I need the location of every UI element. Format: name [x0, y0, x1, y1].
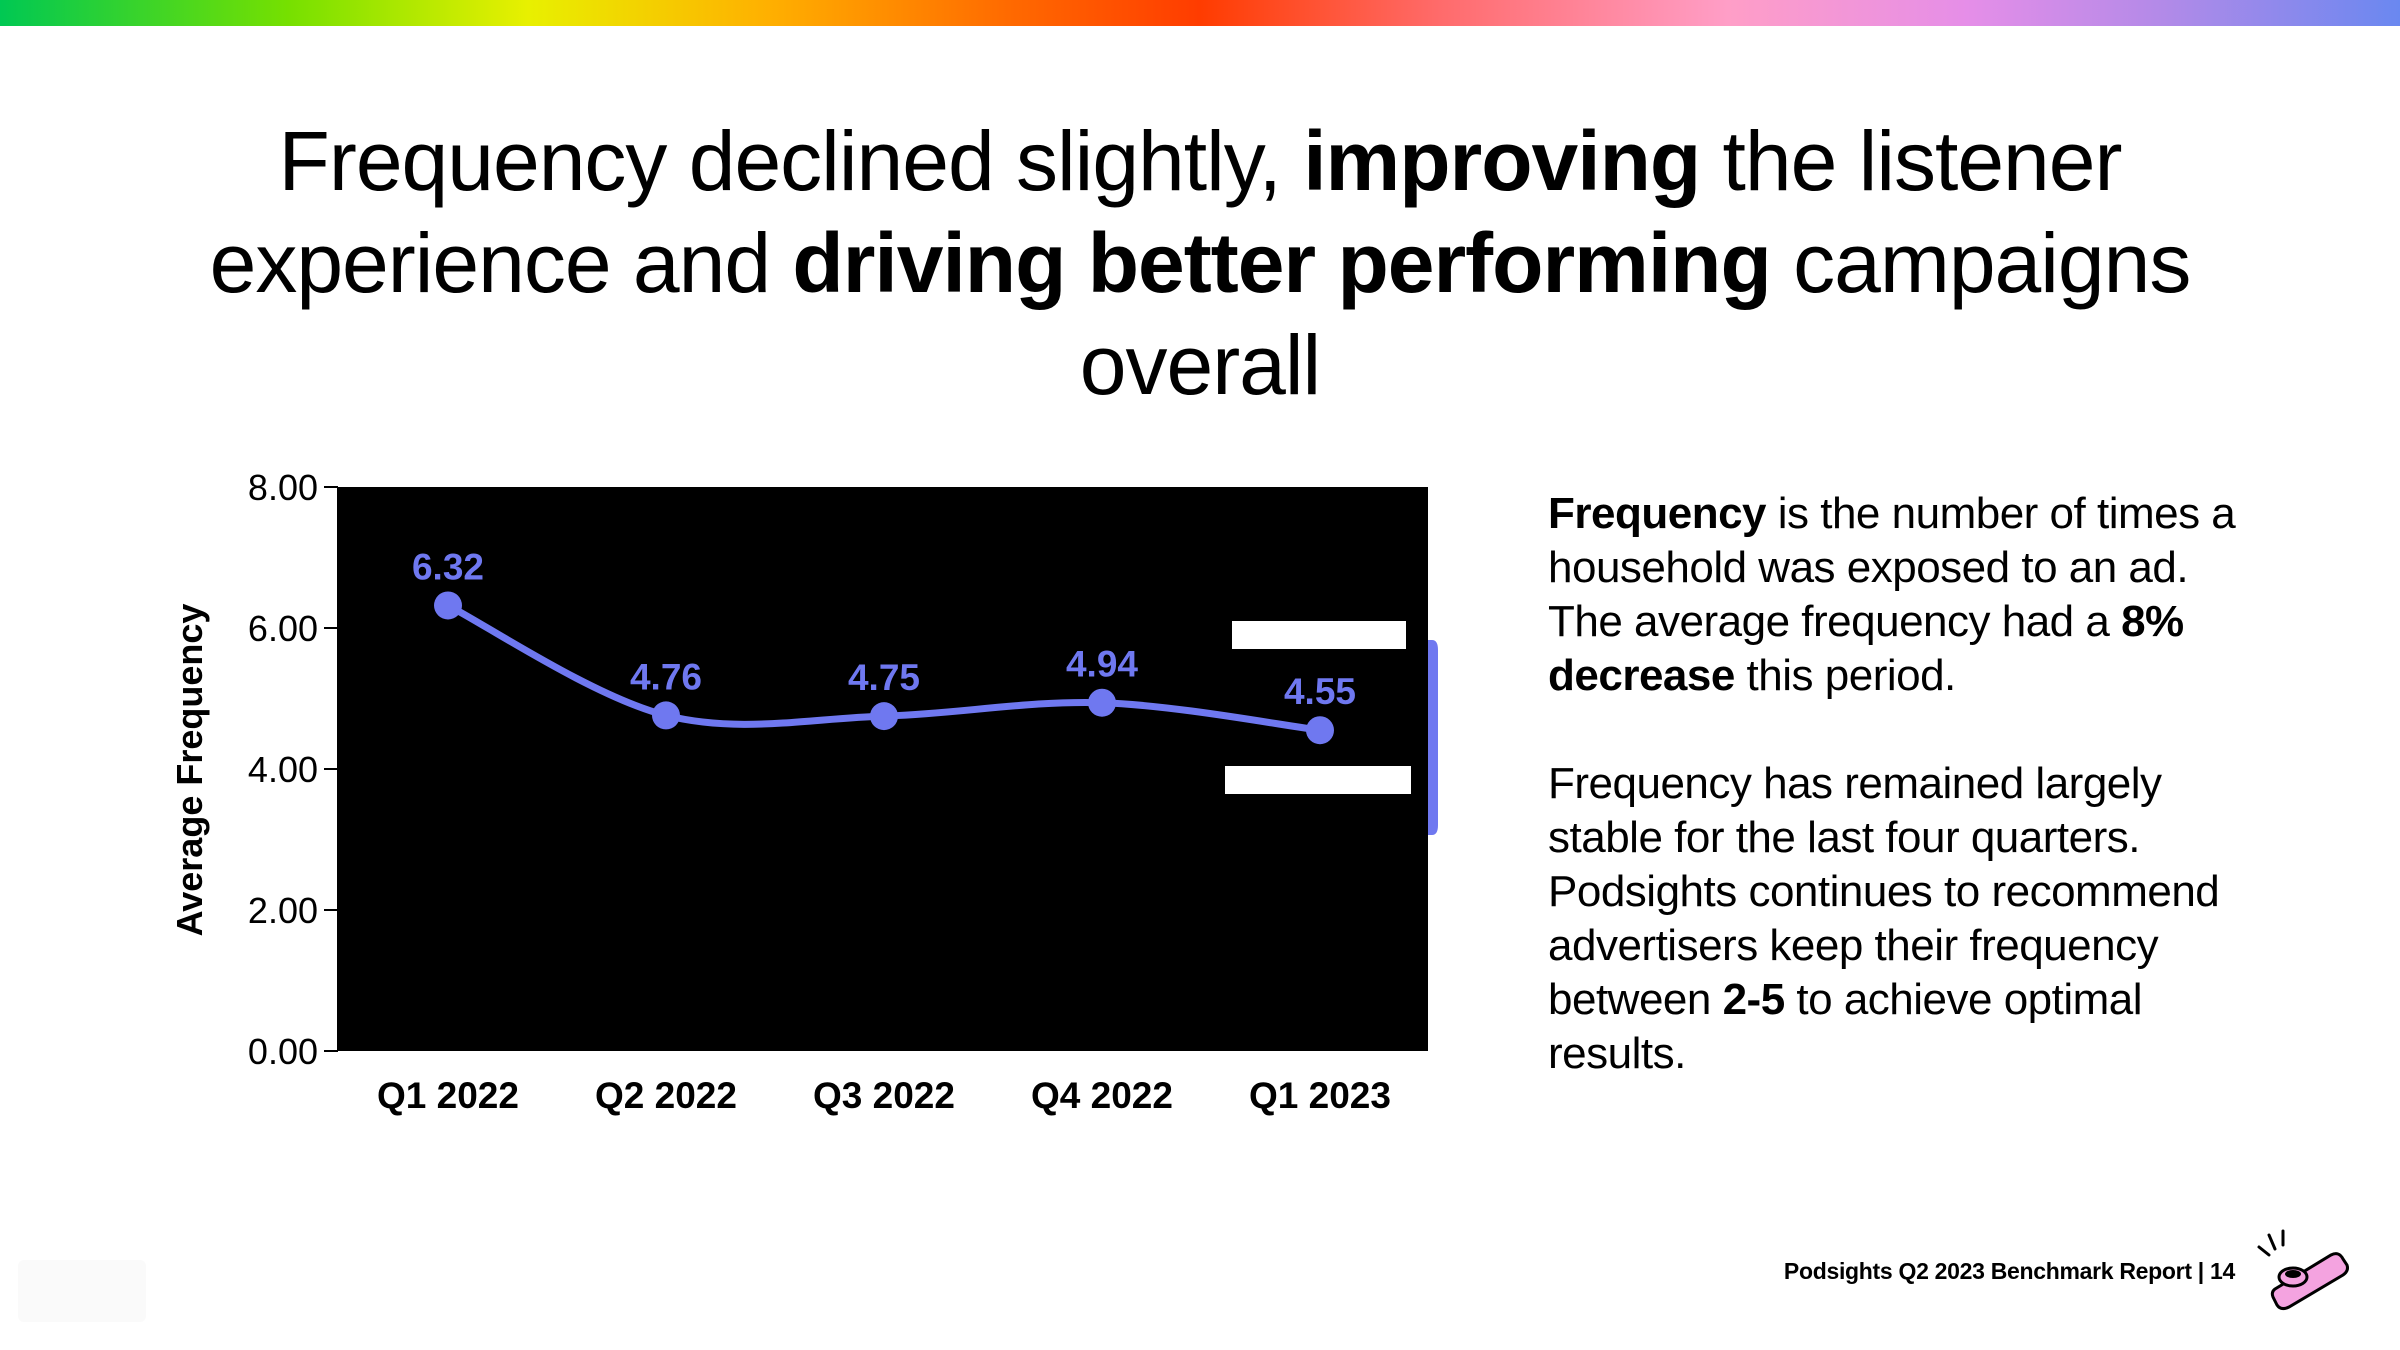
desc-text-1: is the number of times a household was e…	[1548, 489, 2236, 646]
white-block-bottom	[1225, 766, 1411, 794]
podsights-logo-icon	[2257, 1229, 2349, 1311]
y-tick-label: 8.00	[248, 467, 318, 508]
title-text-2: the listener experience and	[209, 114, 2123, 310]
data-label: 6.32	[412, 546, 484, 587]
white-block-top	[1232, 621, 1406, 649]
desc-bold-frequency: Frequency	[1548, 489, 1767, 538]
title-bold-2: driving better performing	[792, 216, 1771, 310]
footer-report-label: Podsights Q2 2023 Benchmark Report | 14	[1783, 1258, 2235, 1284]
x-tick-label: Q4 2022	[1031, 1075, 1173, 1116]
desc-text-2: Frequency has remained largely stable fo…	[1548, 759, 2220, 1024]
title-text-3: campaigns overall	[1079, 216, 2192, 412]
x-tick-label: Q2 2022	[595, 1075, 737, 1116]
data-point	[870, 702, 898, 731]
desc-bold-decrease: 8% decrease	[1548, 597, 2184, 700]
x-tick-label: Q1 2022	[377, 1075, 519, 1116]
title-bold-1: improving	[1303, 114, 1701, 208]
right-bracket-decoration	[1428, 640, 1438, 835]
y-tick-label: 4.00	[248, 749, 318, 790]
x-tick-label: Q1 2023	[1249, 1075, 1391, 1116]
data-point	[652, 701, 680, 730]
desc-text-1-end: this period.	[1734, 651, 1957, 700]
description-panel: Frequency is the number of times a house…	[1548, 487, 2268, 1135]
data-point	[1088, 688, 1116, 717]
x-tick-label: Q3 2022	[813, 1075, 955, 1116]
y-axis-label: Average Frequency	[169, 604, 210, 937]
desc-bold-range: 2-5	[1722, 975, 1786, 1024]
y-tick-label: 6.00	[248, 608, 318, 649]
data-label: 4.55	[1284, 671, 1356, 712]
corner-placeholder	[18, 1260, 146, 1322]
description-paragraph-2: Frequency has remained largely stable fo…	[1548, 757, 2268, 1081]
desc-text-2-end: to achieve optimal results.	[1548, 975, 2143, 1078]
description-paragraph-1: Frequency is the number of times a house…	[1548, 487, 2268, 703]
data-point	[434, 591, 462, 620]
title-text-1: Frequency declined slightly,	[278, 114, 1304, 208]
rainbow-header-bar	[0, 0, 2400, 26]
y-tick-label: 0.00	[248, 1031, 318, 1072]
data-point	[1306, 716, 1334, 745]
page-title: Frequency declined slightly, improving t…	[150, 110, 2250, 416]
y-tick-label: 2.00	[248, 890, 318, 931]
data-label: 4.75	[848, 657, 920, 698]
data-label: 4.76	[630, 656, 702, 697]
data-label: 4.94	[1066, 644, 1138, 685]
